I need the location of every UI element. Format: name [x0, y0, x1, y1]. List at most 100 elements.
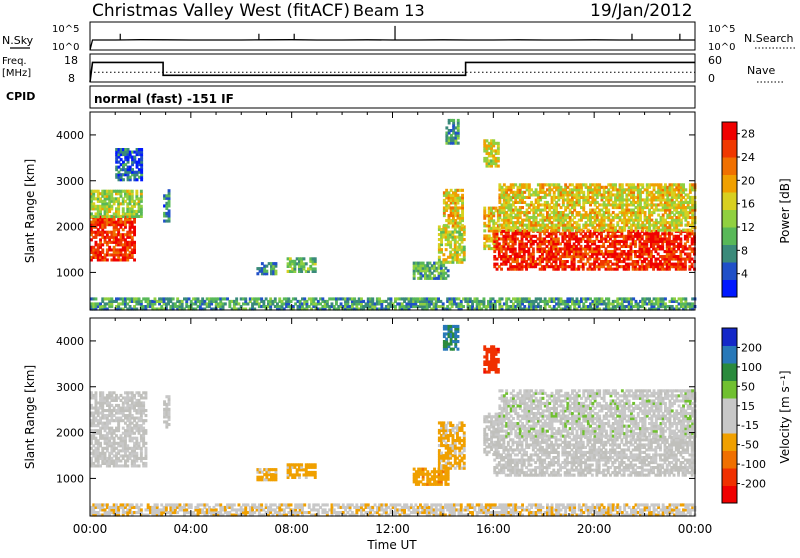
- power-cell: [140, 190, 143, 193]
- power-colorbar-swatch: [722, 245, 737, 263]
- beam-label: Beam 13: [353, 1, 425, 20]
- freq-series-line: [90, 62, 695, 82]
- velocity-cell: [145, 391, 148, 394]
- cpid-text: normal (fast) -151 IF: [94, 92, 234, 106]
- velocity-cell: [145, 442, 148, 445]
- power-cell: [684, 188, 687, 191]
- nsky-panel-frame: [90, 22, 695, 50]
- power-cell: [275, 262, 278, 265]
- power-cell: [135, 190, 138, 193]
- nave-tick-bottom: 0: [708, 72, 715, 85]
- nave-tick-top: 60: [708, 54, 722, 67]
- velocity-cell: [142, 401, 145, 404]
- power-cell: [514, 247, 517, 250]
- power-cell: [501, 297, 504, 300]
- freq-tick-bottom: 8: [68, 72, 75, 85]
- power-cell: [607, 209, 610, 212]
- velocity-cell: [145, 429, 148, 432]
- power-cell: [587, 229, 590, 232]
- power-colorbar-swatch: [722, 192, 737, 210]
- velocity-cell: [145, 447, 148, 450]
- power-cell: [305, 262, 308, 265]
- power-cell: [452, 119, 455, 122]
- velocity-heatmap: [90, 325, 696, 517]
- power-cell: [438, 256, 441, 259]
- power-y-axis-label: Slant Range [km]: [23, 159, 37, 263]
- power-cell: [582, 191, 585, 194]
- freq-panel-frame: [90, 54, 695, 82]
- power-cell: [621, 183, 624, 186]
- power-colorbar-swatch: [722, 175, 737, 193]
- power-cell: [224, 302, 227, 305]
- power-cell: [678, 229, 681, 232]
- power-colorbar-swatch: [722, 140, 737, 158]
- velocity-cell: [138, 464, 141, 467]
- station-title: Christmas Valley West (fitACF): [92, 1, 350, 21]
- power-colorbar-swatch: [722, 122, 737, 140]
- power-cell: [641, 183, 644, 186]
- power-cell: [462, 305, 465, 308]
- power-cell: [664, 297, 667, 300]
- power-cell: [445, 248, 448, 251]
- power-cell: [566, 260, 569, 263]
- power-cell: [235, 297, 238, 300]
- power-cell: [440, 248, 443, 251]
- velocity-cell: [135, 452, 138, 455]
- velocity-cell: [126, 464, 129, 467]
- power-colorbar-swatch: [722, 262, 737, 280]
- power-cell: [133, 258, 136, 261]
- power-cell: [131, 190, 134, 193]
- power-cell: [483, 297, 486, 300]
- power-colorbar-tick-label: 24: [741, 151, 755, 164]
- power-colorbar-swatch: [722, 157, 737, 175]
- power-cell: [168, 189, 171, 192]
- nsearch-tick-top: 10^5: [708, 24, 735, 35]
- power-cell: [140, 148, 143, 151]
- power-cell: [172, 297, 175, 300]
- power-cell: [497, 165, 500, 168]
- power-cell: [614, 183, 617, 186]
- power-cell: [557, 237, 560, 240]
- nsky-label: N.Sky: [2, 34, 34, 47]
- power-cell: [684, 297, 687, 300]
- power-cell: [644, 211, 647, 214]
- power-cell: [95, 297, 98, 300]
- nsky-tick-bottom: 10^0: [52, 42, 79, 53]
- power-colorbar-tick-label: 4: [741, 268, 748, 281]
- power-y-tick-label: 4000: [56, 129, 84, 142]
- power-cell: [122, 207, 125, 210]
- velocity-cell: [99, 442, 102, 445]
- power-cell: [497, 142, 500, 145]
- power-cell: [140, 205, 143, 208]
- velocity-cell: [101, 391, 104, 394]
- freq-label-line2: [MHz]: [2, 68, 31, 79]
- freq-tick-top: 18: [64, 54, 78, 67]
- power-cell: [390, 297, 393, 300]
- nsky-series-line: [90, 40, 695, 50]
- power-heatmap: [90, 119, 696, 311]
- power-cell: [314, 257, 317, 260]
- power-cell: [679, 237, 682, 240]
- power-cell: [442, 302, 445, 305]
- power-cell: [463, 246, 466, 249]
- power-cell: [101, 248, 104, 251]
- velocity-cell: [135, 437, 138, 440]
- nave-label: Nave: [747, 64, 775, 77]
- power-cell: [496, 230, 499, 233]
- power-cell: [539, 305, 542, 308]
- power-cell: [483, 229, 486, 232]
- power-cell: [106, 258, 109, 261]
- power-cell: [314, 267, 317, 270]
- power-cell: [133, 241, 136, 244]
- velocity-cell: [145, 462, 148, 465]
- power-cell: [500, 268, 503, 271]
- velocity-cell: [145, 414, 148, 417]
- nsky-spikes: [120, 26, 680, 40]
- power-y-tick-label: 2000: [56, 221, 84, 234]
- power-cell: [607, 297, 610, 300]
- power-y-tick-label: 1000: [56, 266, 84, 279]
- power-cell: [457, 142, 460, 145]
